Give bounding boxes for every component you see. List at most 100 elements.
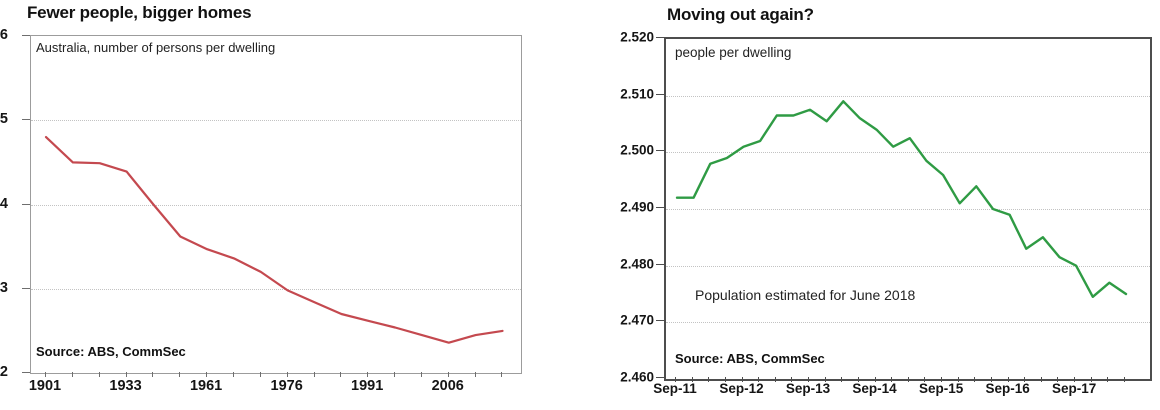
x-tick-mark [420,372,422,377]
y-tick-label: 2 [0,364,8,380]
y-gridline [666,265,1150,267]
data-line [675,100,1128,298]
x-tick-label: 1901 [28,378,62,394]
y-gridline [666,152,1150,154]
x-tick-mark [824,377,826,382]
y-tick-mark [656,37,664,38]
x-tick-mark [45,372,46,377]
x-tick-label: Sep-14 [852,381,897,396]
x-tick-mark [447,372,449,377]
y-tick-label: 2.490 [620,199,654,215]
x-tick-mark [474,372,476,377]
x-tick-mark [179,372,181,377]
left-chart-source: Source: ABS, CommSec [36,344,186,359]
y-gridline [31,204,521,206]
x-tick-mark [808,377,810,382]
right-chart-title: Moving out again? [667,5,814,24]
data-line [44,135,504,344]
x-tick-mark [1090,377,1092,382]
right-chart-subtitle: people per dwelling [675,45,792,60]
x-tick-mark [394,372,396,377]
y-tick-label: 2.460 [620,369,654,385]
x-tick-mark [1024,377,1026,382]
y-gridline [31,288,521,290]
y-tick-mark [22,35,30,36]
left-chart-title: Fewer people, bigger homes [27,3,252,22]
y-tick-mark [656,320,664,322]
x-tick-mark [501,372,503,377]
y-tick-label: 4 [0,195,8,212]
x-tick-mark [874,377,876,382]
y-tick-label: 2.510 [620,86,654,102]
x-tick-label: 1933 [109,378,142,394]
x-tick-mark [1124,377,1125,382]
x-tick-mark [286,372,288,377]
x-tick-mark [957,377,959,382]
x-tick-label: 1961 [189,378,223,394]
x-tick-label: 2006 [431,378,464,394]
x-tick-mark [206,372,208,377]
x-tick-mark [990,377,992,382]
x-tick-mark [907,377,909,382]
x-tick-label: Sep-11 [653,381,697,396]
y-tick-mark [656,377,664,378]
x-tick-label: Sep-17 [1051,381,1097,396]
x-tick-label: Sep-13 [785,381,831,396]
x-tick-mark [71,372,73,377]
x-tick-mark [708,377,710,382]
x-tick-mark [791,377,793,382]
x-tick-mark [675,377,676,382]
x-tick-mark [125,372,127,377]
y-gridline [666,322,1150,324]
y-gridline [31,120,521,122]
x-tick-label: 1991 [351,378,384,394]
y-tick-mark [22,203,30,205]
x-tick-label: Sep-16 [985,381,1030,396]
x-tick-mark [152,372,154,377]
x-tick-mark [340,372,342,377]
x-tick-mark [758,377,760,382]
left-plot-area: Australia, number of persons per dwellin… [30,35,522,374]
y-tick-label: 5 [0,111,8,128]
right-chart-annotation: Population estimated for June 2018 [695,287,916,303]
x-tick-mark [232,372,234,377]
y-tick-mark [656,263,664,265]
x-tick-mark [691,377,693,382]
y-tick-mark [656,93,664,95]
x-tick-mark [1007,377,1009,382]
right-chart-source: Source: ABS, CommSec [675,351,825,366]
x-tick-label: Sep-15 [918,381,964,396]
x-tick-mark [724,377,726,382]
x-tick-mark [841,377,843,382]
x-tick-mark [1107,377,1109,382]
y-gridline [666,209,1150,210]
left-line-series [44,135,504,344]
y-tick-label: 6 [0,27,8,43]
x-tick-mark [367,372,369,377]
x-tick-mark [774,377,776,382]
x-tick-mark [98,372,100,377]
x-tick-mark [259,372,261,377]
y-tick-label: 3 [0,279,8,296]
y-tick-mark [656,150,664,152]
x-tick-mark [941,377,943,382]
y-tick-mark [656,207,664,208]
y-tick-label: 2.480 [620,256,654,272]
x-tick-mark [924,377,926,382]
y-tick-label: 2.520 [620,29,654,45]
right-line-series [675,100,1128,298]
right-plot-area: people per dwelling Population estimated… [664,37,1152,381]
x-tick-mark [1074,377,1076,382]
x-tick-mark [974,377,976,382]
y-tick-mark [22,119,30,121]
x-tick-mark [891,377,893,382]
y-tick-mark [22,287,30,289]
x-tick-label: Sep-12 [719,381,764,396]
y-tick-label: 2.470 [620,312,654,328]
y-tick-mark [22,372,30,373]
x-tick-mark [1057,377,1059,382]
x-tick-mark [1040,377,1042,382]
